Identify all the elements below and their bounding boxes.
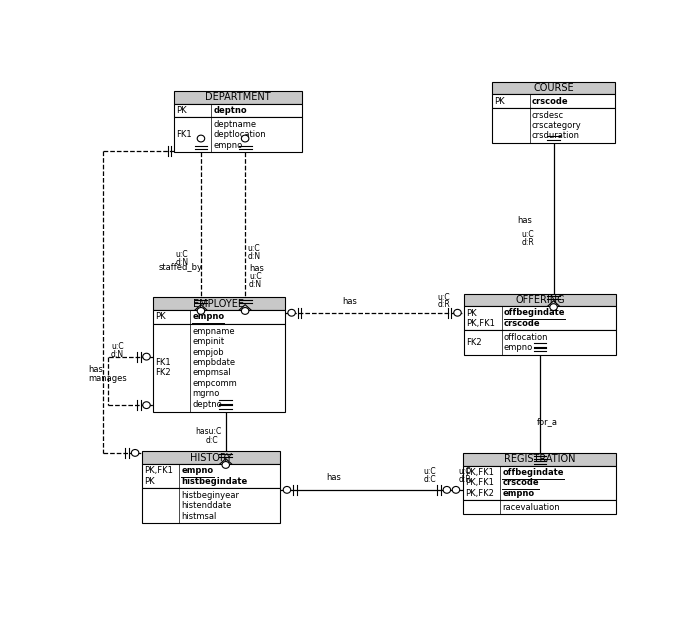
Text: u:C: u:C (248, 244, 260, 253)
Text: d:R: d:R (437, 301, 450, 309)
Text: DEPARTMENT: DEPARTMENT (205, 93, 270, 102)
Text: empno: empno (181, 466, 213, 475)
Text: d:N: d:N (111, 350, 124, 358)
Circle shape (241, 307, 249, 314)
Text: REGISTRATION: REGISTRATION (504, 454, 575, 464)
Text: empno: empno (502, 489, 534, 498)
Circle shape (197, 307, 205, 314)
Text: FK1
FK2: FK1 FK2 (155, 358, 170, 377)
Text: d:N: d:N (249, 280, 262, 289)
Text: has: has (88, 365, 103, 374)
Bar (463, 500, 616, 514)
Text: has: has (326, 473, 342, 482)
Text: u:C: u:C (424, 467, 436, 476)
Text: u:C: u:C (437, 293, 450, 302)
Circle shape (222, 462, 230, 468)
Text: COURSE: COURSE (533, 83, 574, 93)
Text: PK: PK (155, 312, 166, 321)
Text: HISTORY: HISTORY (190, 453, 232, 462)
Text: d:N: d:N (248, 252, 261, 261)
Bar (463, 466, 616, 500)
Text: has: has (342, 297, 357, 306)
Text: for_a: for_a (538, 418, 558, 427)
Text: crscode: crscode (504, 319, 540, 328)
Text: u:C: u:C (522, 231, 535, 239)
Circle shape (452, 486, 460, 493)
Text: FK1: FK1 (176, 130, 192, 139)
Bar (142, 488, 280, 523)
Text: deptname
deptlocation
empno: deptname deptlocation empno (213, 120, 266, 149)
Text: offbegindate: offbegindate (504, 309, 565, 318)
Circle shape (283, 486, 290, 493)
Text: racevaluation: racevaluation (502, 503, 560, 512)
Text: u:C: u:C (458, 467, 471, 476)
Circle shape (143, 353, 150, 360)
Bar (174, 117, 302, 152)
Text: hasu:C: hasu:C (195, 427, 221, 437)
Circle shape (197, 135, 205, 142)
Circle shape (443, 486, 451, 493)
Text: FK2: FK2 (466, 338, 482, 347)
Circle shape (241, 135, 249, 142)
Bar (153, 324, 285, 412)
Bar (153, 310, 285, 324)
Text: PK,FK1
PK: PK,FK1 PK (144, 466, 173, 486)
Text: crscode: crscode (532, 96, 569, 106)
Bar (142, 451, 280, 464)
Text: u:C: u:C (249, 272, 262, 281)
Circle shape (454, 309, 461, 316)
Text: d:C: d:C (424, 475, 436, 484)
Circle shape (131, 449, 139, 456)
Bar (153, 297, 285, 310)
Bar (493, 82, 615, 94)
Text: has: has (249, 264, 264, 273)
Text: OFFERING: OFFERING (515, 295, 565, 305)
Bar (463, 453, 616, 466)
Bar (174, 103, 302, 117)
Text: offlocation
empno: offlocation empno (504, 333, 549, 352)
Text: d:N: d:N (175, 258, 188, 267)
Bar (142, 464, 280, 488)
Bar (464, 330, 615, 355)
Text: empno: empno (193, 312, 224, 321)
Text: has: has (517, 217, 532, 226)
Text: PK,FK1
PK,FK1
PK,FK2: PK,FK1 PK,FK1 PK,FK2 (465, 468, 494, 498)
Bar (464, 294, 615, 306)
Text: crscode: crscode (502, 478, 539, 488)
Text: histbegindate: histbegindate (181, 477, 248, 486)
Bar (174, 91, 302, 103)
Text: crsdesc
crscategory
crsduration: crsdesc crscategory crsduration (532, 110, 582, 140)
Text: PK: PK (176, 106, 186, 115)
Text: u:C: u:C (175, 249, 188, 258)
Text: histbeginyear
histenddate
histmsal: histbeginyear histenddate histmsal (181, 491, 239, 520)
Bar (464, 306, 615, 330)
Text: deptno: deptno (213, 106, 247, 115)
Text: d:C: d:C (206, 436, 218, 445)
Text: PK: PK (495, 96, 505, 106)
Circle shape (143, 402, 150, 409)
Text: d:R: d:R (458, 475, 471, 484)
Text: manages: manages (88, 374, 126, 383)
Circle shape (288, 309, 295, 316)
Text: PK
PK,FK1: PK PK,FK1 (466, 309, 495, 328)
Text: d:R: d:R (522, 238, 535, 247)
Text: offbegindate: offbegindate (502, 468, 564, 477)
Text: empname
empinit
empjob
empbdate
empmsal
empcomm
mgrno
deptno: empname empinit empjob empbdate empmsal … (193, 327, 237, 409)
Text: staffed_by: staffed_by (158, 263, 202, 272)
Text: EMPLOYEE: EMPLOYEE (193, 299, 244, 309)
Bar (493, 108, 615, 143)
Text: u:C: u:C (111, 342, 124, 351)
Circle shape (550, 304, 558, 311)
Bar (493, 94, 615, 108)
